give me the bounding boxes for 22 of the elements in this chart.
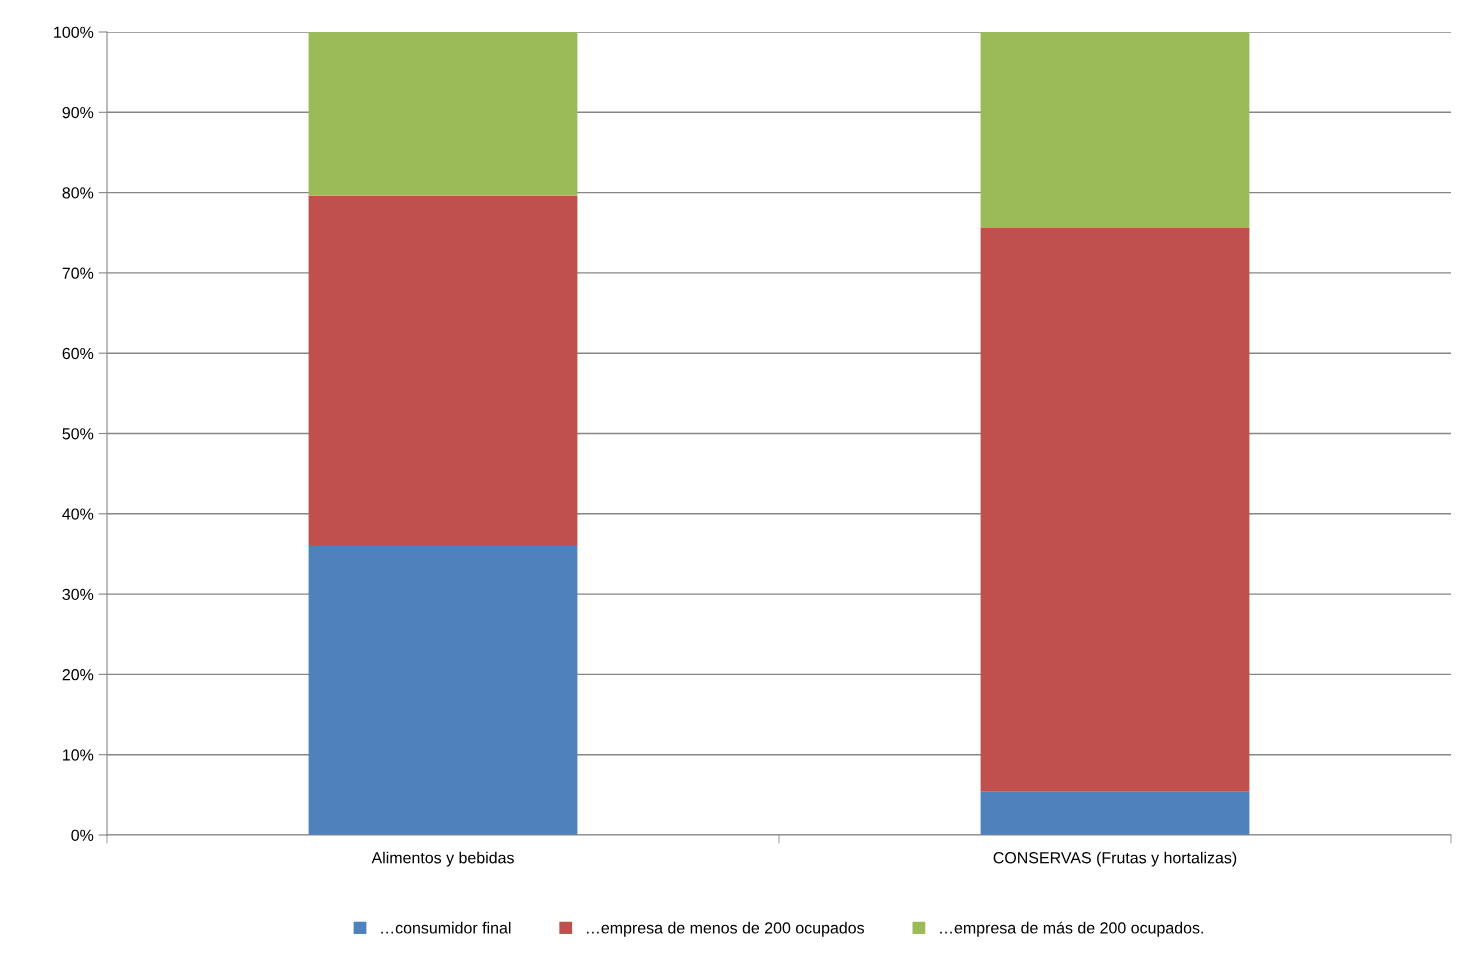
y-tick-label: 50% [62, 428, 94, 440]
bar [980, 227, 1250, 792]
y-tick-label: 90% [62, 106, 94, 119]
y-tick-label: 0% [71, 829, 94, 841]
y-tick-label: 30% [62, 588, 94, 601]
bar [980, 32, 1250, 228]
legend-label: …consumidor final [381, 921, 511, 934]
y-tick-label: 70% [62, 267, 94, 279]
legend-label: …empresa de menos de 200 ocupados [587, 921, 865, 937]
bar [308, 32, 578, 196]
y-tick-label: 10% [63, 749, 94, 761]
y-tick-label: 40% [62, 508, 94, 520]
y-tick-label: 80% [62, 187, 94, 199]
y-tick-label: 20% [62, 669, 94, 681]
x-tick-label: Alimentos y bebidas [371, 851, 514, 867]
x-tick-label: CONSERVAS (Frutas y hortalizas) [993, 851, 1237, 867]
bar [308, 195, 578, 546]
y-tick-label: 60% [62, 347, 94, 360]
y-tick-label: 100% [54, 26, 94, 38]
bar [980, 791, 1250, 835]
legend-label: …empresa de más de 200 ocupados. [940, 921, 1203, 937]
bar [308, 545, 578, 835]
